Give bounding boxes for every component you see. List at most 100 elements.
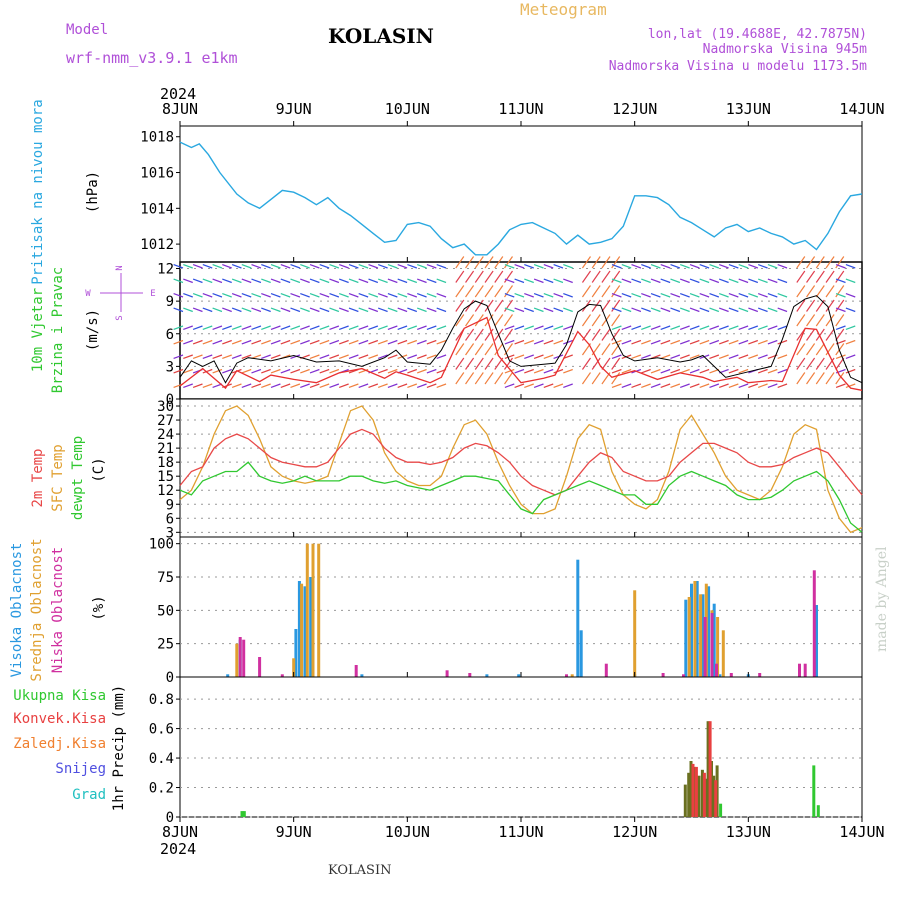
wind-arrow [728,264,739,269]
wind-arrow [563,278,573,284]
bottom-date-label: 14JUN [839,823,884,841]
cloud-low-bar [758,673,762,677]
top-date-axis: 8JUN 9JUN 10JUN 11JUN 12JUN 13JUN 14JUN [162,100,885,118]
p-cloud-tick-label: 25 [157,637,174,653]
wind-arrow [679,307,690,313]
wind-arrow [309,354,320,359]
wind-arrow [591,256,601,269]
product-title: Meteogram [520,0,607,19]
wind-arrow [621,307,632,313]
wind-arrow [436,339,447,345]
wind-arrow [815,372,825,385]
wind-arrow [611,270,621,283]
wind-arrow [368,293,379,298]
wind-arrow [796,299,806,312]
wind-arrow [748,264,759,269]
wind-arrow [581,357,591,370]
wind-arrow [757,264,768,269]
wind-arrow [553,325,564,330]
compass-w: W [85,289,91,299]
precip-legend-item: Snijeg [55,761,106,777]
wind-arrow [563,354,573,359]
wind-arrow [183,264,193,269]
wind-arrow [407,307,418,313]
bottom-date-axis: 8JUN 9JUN 10JUN 11JUN 12JUN 13JUN 14JUN [162,823,885,841]
wind-arrow [192,264,203,269]
wind-arrow [806,270,816,283]
wind-arrow [514,293,525,298]
p-temp-tick-label: 15 [157,469,174,485]
wind-arrow [728,354,739,359]
wind-arrow [494,314,504,327]
wind-arrow [212,339,223,345]
p-cloud-tick-label: 0 [166,670,174,686]
cloud-ylabel-1: Visoka Oblacnost [9,543,25,678]
wind-arrow [660,368,671,374]
wind-arrow [474,372,484,385]
wind-arrow [718,339,729,345]
top-date-label: 12JUN [612,100,657,118]
wind-arrow [504,328,513,341]
wind-arrow [222,354,232,359]
wind-arrow [504,264,515,269]
wind-arrow [533,264,544,269]
wind-arrow [494,299,504,312]
wind-arrow [329,339,340,345]
wind-arrow [806,357,816,370]
wind-arrow [728,278,739,284]
wind-arrow [261,293,271,298]
wind-arrow [173,278,184,284]
wind-arrow [621,293,632,298]
wind-arrow [553,278,564,284]
wind-arrow [484,343,494,356]
wind-arrow [484,357,494,370]
wind-arrow [514,278,525,284]
wind-arrow [494,343,504,356]
cloud-ylabel-3: Niska Oblacnost [50,547,66,673]
wind-arrow [222,325,232,330]
wind-arrow [748,278,759,284]
wind-arrow [757,293,768,298]
wind-arrow [611,278,622,284]
wind-arrow [261,325,271,330]
wind-arrow [368,264,379,269]
p-wind-frame [179,261,863,400]
precip-unit: 1hr Precip (mm) [111,685,127,811]
wind-arrow [767,278,778,284]
wind-arrow [416,339,427,345]
wind-arrow [543,264,554,269]
wind-arrow [192,293,203,298]
wind-arrow [426,383,437,388]
p-temp-tick-label: 3 [166,525,174,541]
wind-arrow [533,325,544,330]
wind-arrow [319,354,330,359]
p-temp-tick-label: 18 [157,455,174,471]
wind-arrow [504,307,515,313]
precip-ylabels: 1hr Precip (mm) Ukupna Kisa Konvek.Kisa Za… [13,685,127,811]
precip-legend-item: Ukupna Kisa [13,688,106,704]
wind-arrow [679,368,690,374]
cloud-mid-bar [305,543,309,677]
p-wind-tick-label: 3 [166,359,174,375]
wind-arrow [368,354,379,359]
wind-arrow [183,354,193,359]
wind-arrow [543,307,554,313]
wind-arrow [670,278,681,284]
wind-arrow [212,307,223,313]
wind-arrow [728,383,739,388]
wind-arrow [329,293,340,298]
wind-arrow [173,354,184,359]
wind-arrow [563,325,573,330]
wind-arrow [183,368,193,374]
cloud-low-bar [715,663,718,677]
year-bottom: 2024 [160,840,196,858]
wind-arrow [757,325,768,330]
wind-arrow [689,325,700,330]
wind-arrow [835,278,846,284]
wind-arrow [543,325,554,330]
wind-arrow [173,307,184,313]
cloud-low-bar [238,637,242,677]
cloud-high-bar [815,605,818,677]
wind-arrow [397,325,408,330]
wind-arrow [757,339,768,345]
